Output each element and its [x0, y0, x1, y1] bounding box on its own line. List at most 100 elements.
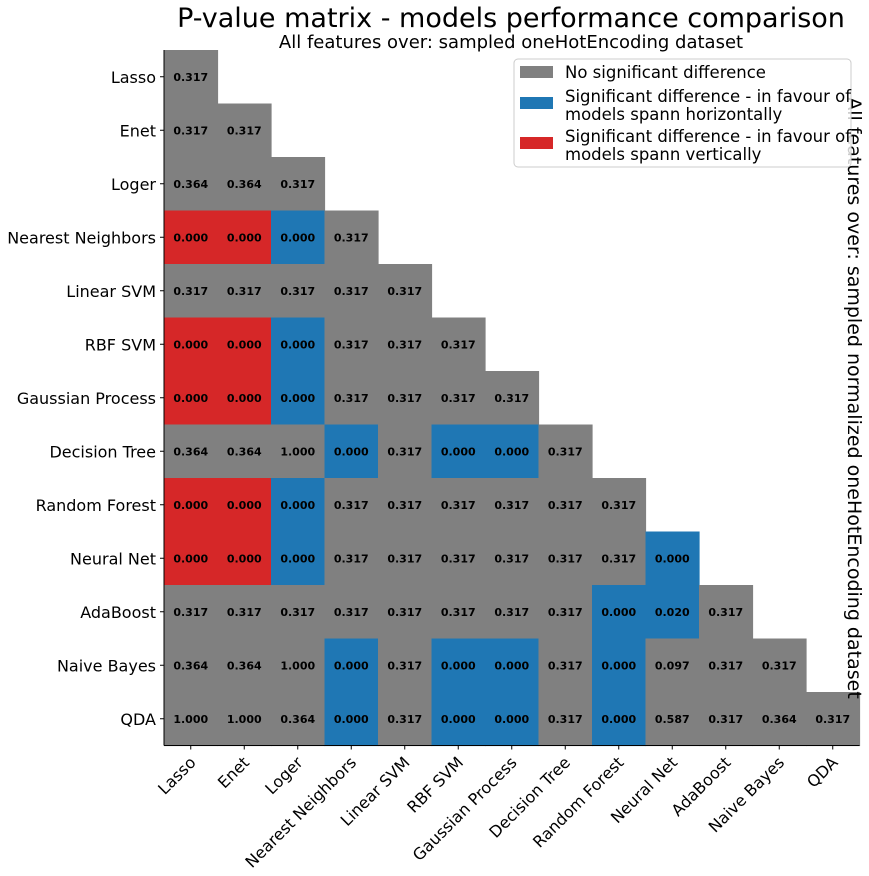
cell-value-label: 0.317 — [387, 338, 422, 351]
heatmap-cell-nearest-neighbors-lasso — [164, 210, 219, 265]
cell-value-label: 0.000 — [173, 231, 208, 244]
legend-swatch-vertical — [520, 137, 553, 149]
heatmap-cell-rbf-svm-enet — [217, 317, 272, 372]
heatmap-cell-nearest-neighbors-nearest-neighbors — [324, 210, 379, 265]
heatmap-cell-qda-enet — [217, 692, 272, 747]
heatmap-cell-gaussian-process-rbf-svm — [431, 371, 486, 426]
cell-value-label: 0.317 — [815, 713, 850, 726]
heatmap-cell-gaussian-process-loger — [271, 371, 326, 426]
cell-value-label: 0.317 — [334, 606, 369, 619]
heatmap-cell-neural-net-gaussian-process — [485, 531, 540, 586]
cell-value-label: 0.317 — [548, 713, 583, 726]
cell-value-label: 0.317 — [387, 713, 422, 726]
y-tick-label-loger: Loger — [111, 175, 156, 194]
heatmap-cell-adaboost-random-forest — [592, 585, 647, 640]
cell-value-label: 0.317 — [601, 499, 636, 512]
cell-value-label: 0.000 — [227, 231, 262, 244]
cell-value-label: 0.317 — [280, 178, 315, 191]
legend-label-vertical: models spann vertically — [565, 145, 762, 164]
cell-value-label: 0.364 — [227, 659, 262, 672]
cell-value-label: 0.000 — [494, 713, 529, 726]
cell-value-label: 0.317 — [387, 499, 422, 512]
cell-value-label: 0.317 — [173, 606, 208, 619]
heatmap-cell-random-forest-loger — [271, 478, 326, 533]
heatmap-cell-rbf-svm-rbf-svm — [431, 317, 486, 372]
cell-value-label: 0.317 — [708, 606, 743, 619]
heatmap-cell-neural-net-rbf-svm — [431, 531, 486, 586]
y-tick-label-naive-bayes: Naive Bayes — [57, 656, 156, 675]
heatmap-cell-decision-tree-nearest-neighbors — [324, 424, 379, 479]
y-tick-label-enet: Enet — [120, 121, 156, 140]
cell-value-label: 0.317 — [441, 552, 476, 565]
cell-value-label: 0.317 — [334, 338, 369, 351]
heatmap-cell-neural-net-nearest-neighbors — [324, 531, 379, 586]
cell-value-label: 0.317 — [708, 713, 743, 726]
cell-value-label: 0.317 — [441, 606, 476, 619]
y-tick-labels: Lasso Enet Loger Nearest Neighbors Linear SV… — [7, 68, 164, 729]
heatmap-cell-qda-naive-bayes — [752, 692, 807, 747]
heatmap-cell-naive-bayes-random-forest — [592, 638, 647, 693]
heatmap-cell-qda-nearest-neighbors — [324, 692, 379, 747]
cell-value-label: 1.000 — [280, 445, 315, 458]
heatmap-cell-naive-bayes-linear-svm — [378, 638, 433, 693]
y-tick-label-random-forest: Random Forest — [36, 496, 156, 515]
cell-value-label: 0.317 — [280, 606, 315, 619]
cell-value-label: 0.364 — [227, 178, 262, 191]
heatmap-cell-decision-tree-gaussian-process — [485, 424, 540, 479]
heatmap-cell-gaussian-process-linear-svm — [378, 371, 433, 426]
cell-value-label: 0.000 — [655, 552, 690, 565]
cell-value-label: 0.317 — [494, 499, 529, 512]
cell-value-label: 0.317 — [441, 338, 476, 351]
heatmap-cell-adaboost-adaboost — [699, 585, 754, 640]
legend-label-none: No significant difference — [565, 63, 766, 82]
y-tick-label-nearest-neighbors: Nearest Neighbors — [7, 228, 156, 247]
cell-value-label: 0.317 — [334, 392, 369, 405]
heatmap-cell-rbf-svm-lasso — [164, 317, 219, 372]
heatmap-cell-naive-bayes-naive-bayes — [752, 638, 807, 693]
cell-value-label: 0.317 — [334, 499, 369, 512]
cell-value-label: 0.000 — [280, 338, 315, 351]
legend-frame — [513, 58, 852, 168]
heatmap-cell-loger-lasso — [164, 157, 219, 212]
cell-value-label: 0.317 — [548, 659, 583, 672]
heatmap-cell-enet-lasso — [164, 103, 219, 158]
heatmap-cell-qda-rbf-svm — [431, 692, 486, 747]
cell-value-label: 0.317 — [708, 659, 743, 672]
cell-value-label: 0.000 — [334, 445, 369, 458]
cell-value-label: 0.317 — [227, 606, 262, 619]
cell-value-label: 0.000 — [227, 338, 262, 351]
legend-swatch-none — [520, 66, 553, 78]
heatmap-cell-decision-tree-rbf-svm — [431, 424, 486, 479]
cell-value-label: 0.317 — [548, 499, 583, 512]
heatmap-cell-naive-bayes-neural-net — [645, 638, 700, 693]
cell-value-label: 0.000 — [173, 552, 208, 565]
cell-value-label: 0.317 — [387, 445, 422, 458]
y-tick-label-adaboost: AdaBoost — [80, 603, 156, 622]
heatmap-cell-qda-gaussian-process — [485, 692, 540, 747]
cell-value-label: 0.000 — [441, 659, 476, 672]
cell-value-label: 0.000 — [601, 713, 636, 726]
cell-value-label: 0.317 — [387, 285, 422, 298]
cell-value-label: 0.317 — [227, 124, 262, 137]
y-tick-label-decision-tree: Decision Tree — [49, 442, 156, 461]
cell-value-label: 0.000 — [601, 659, 636, 672]
heatmap-cell-neural-net-loger — [271, 531, 326, 586]
cell-value-label: 0.000 — [227, 499, 262, 512]
cell-value-label: 0.000 — [173, 392, 208, 405]
cell-value-label: 0.317 — [173, 124, 208, 137]
heatmap-cell-qda-decision-tree — [538, 692, 593, 747]
heatmap-cell-naive-bayes-loger — [271, 638, 326, 693]
heatmap-cell-linear-svm-linear-svm — [378, 264, 433, 319]
cell-value-label: 0.364 — [762, 713, 797, 726]
heatmap-cell-linear-svm-lasso — [164, 264, 219, 319]
cell-value-label: 0.000 — [494, 659, 529, 672]
heatmap-cells: 0.317 0.317 0.317 0.364 0.364 0.317 0.000 0.000… — [164, 50, 861, 747]
cell-value-label: 0.317 — [548, 552, 583, 565]
cell-value-label: 0.000 — [280, 392, 315, 405]
cell-value-label: 0.317 — [762, 659, 797, 672]
heatmap-cell-random-forest-random-forest — [592, 478, 647, 533]
heatmap-cell-decision-tree-lasso — [164, 424, 219, 479]
cell-value-label: 0.317 — [494, 606, 529, 619]
heatmap-cell-random-forest-lasso — [164, 478, 219, 533]
